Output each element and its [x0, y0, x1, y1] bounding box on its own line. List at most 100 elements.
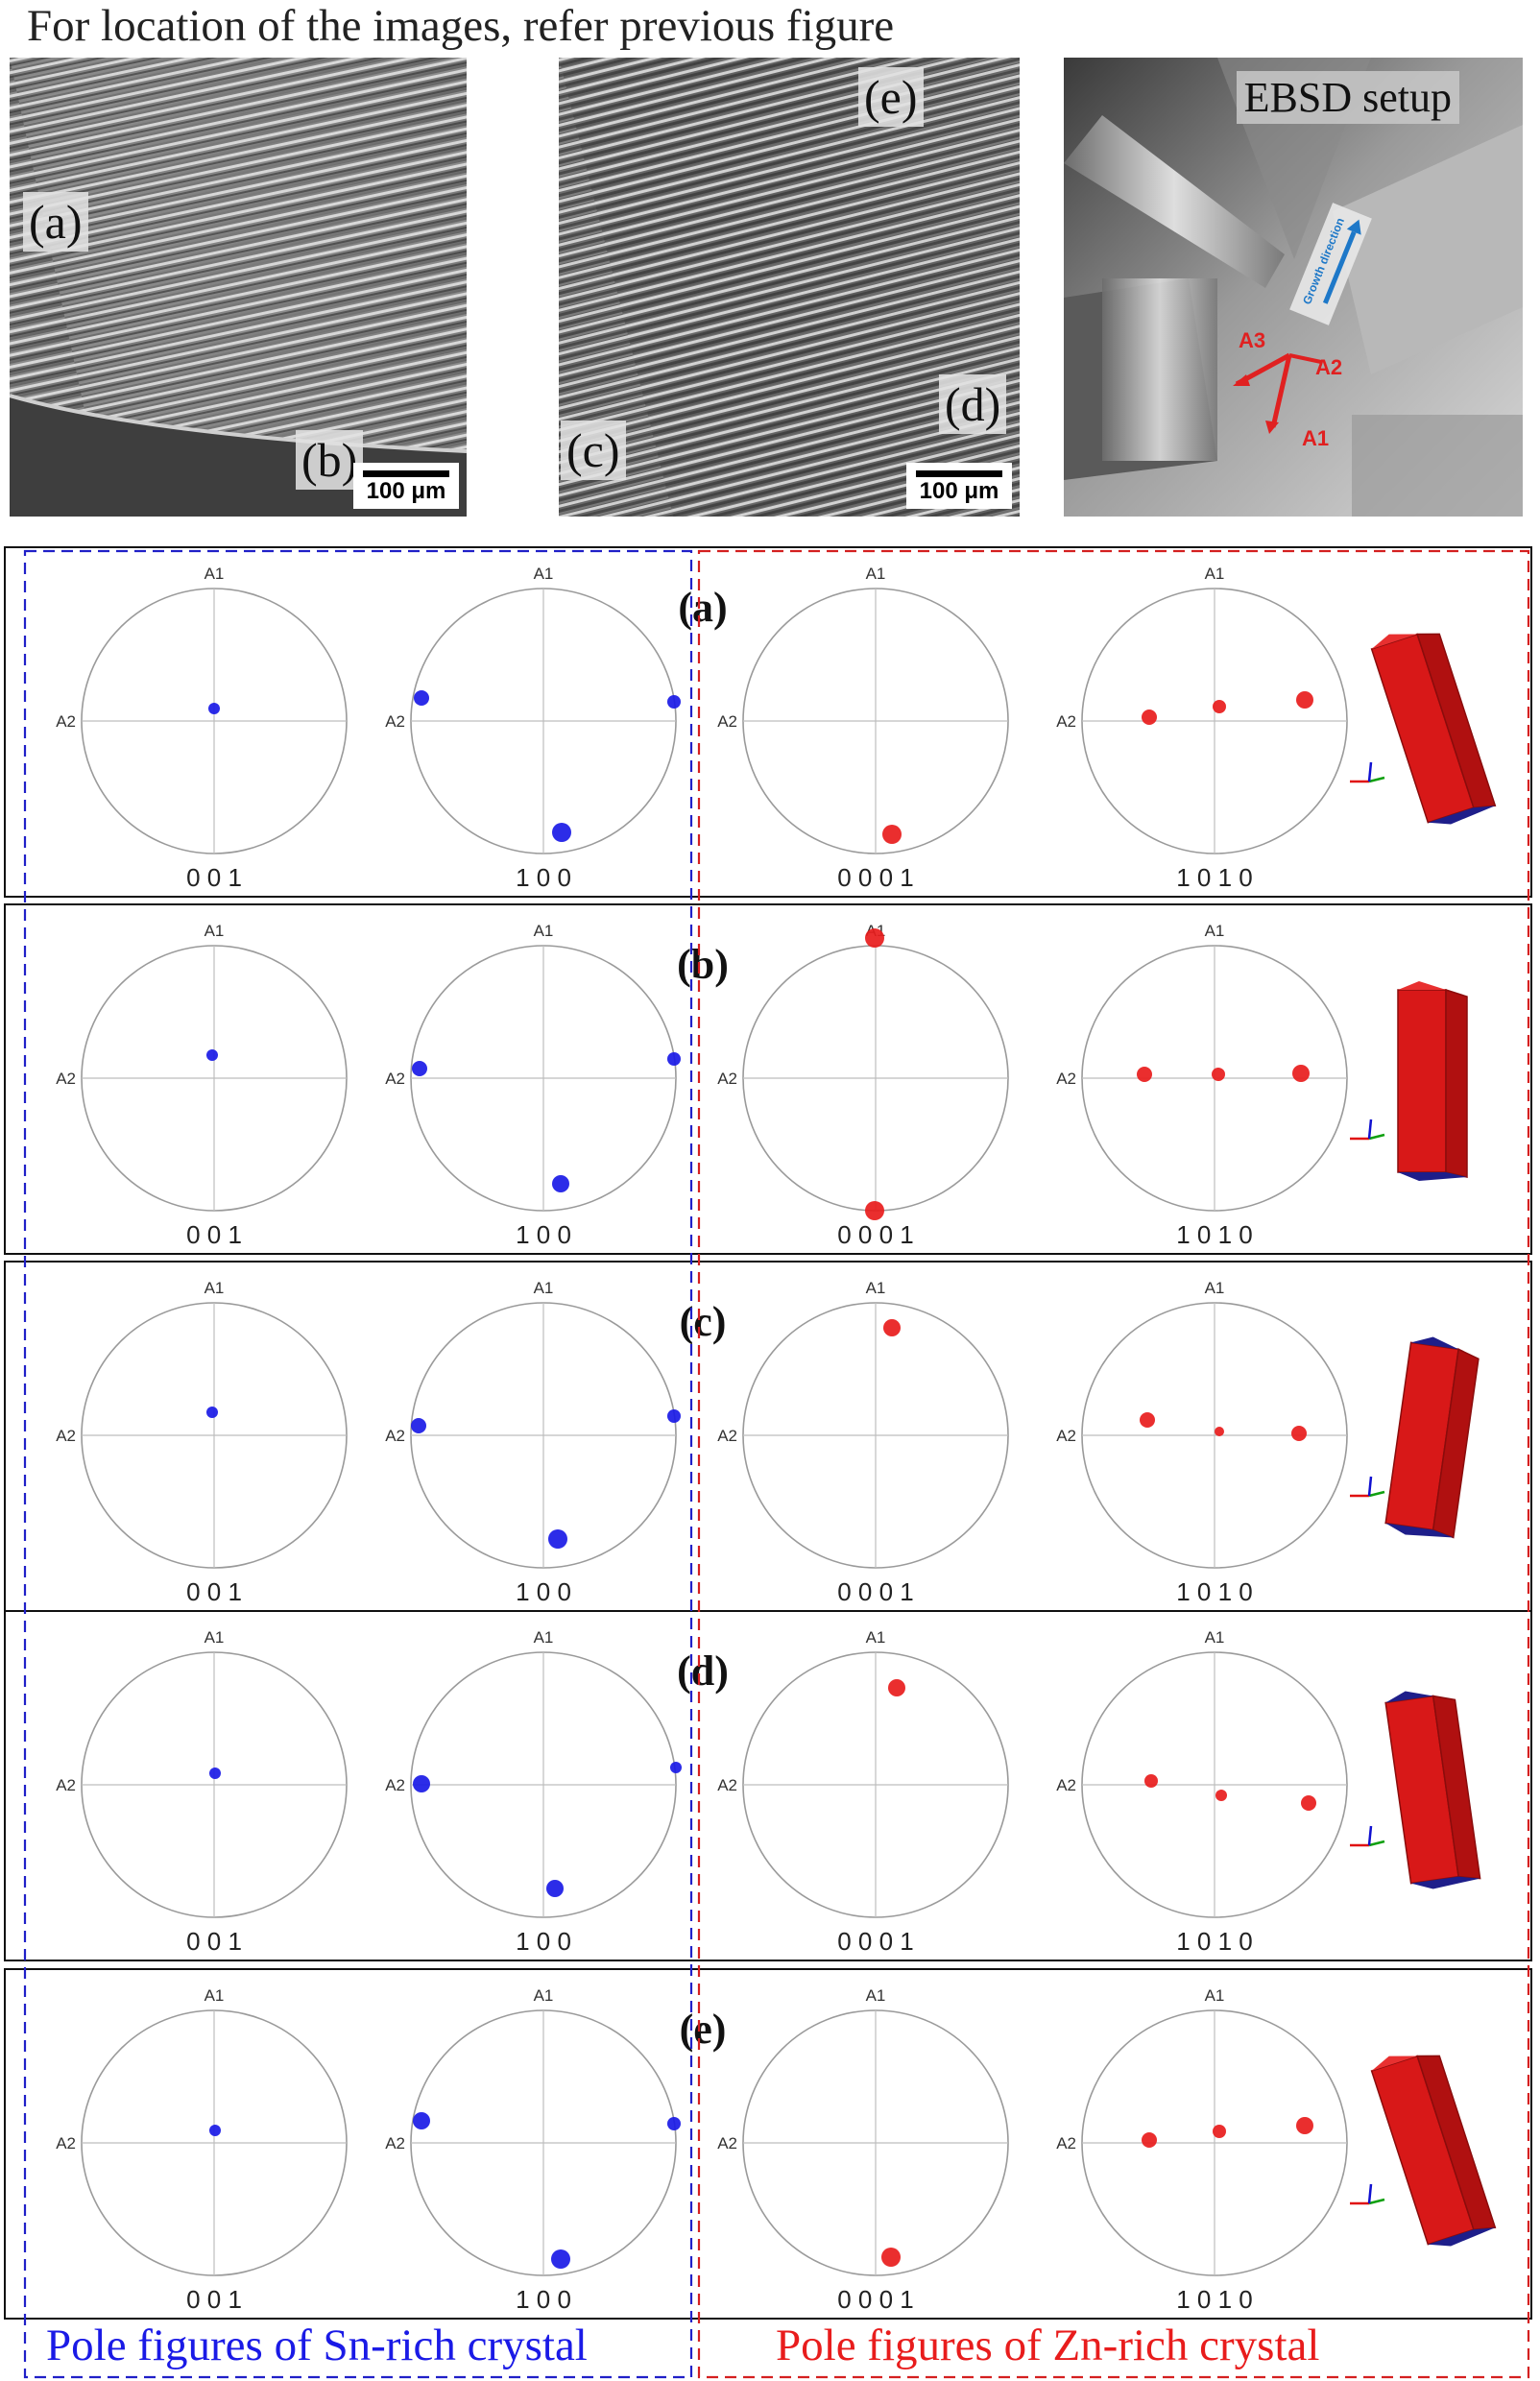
- axis-label-a1: A1: [534, 1279, 554, 1297]
- pole-figure-label: 0 0 1: [186, 1220, 242, 1249]
- pole-figure-label: 0 0 0 1: [837, 863, 914, 892]
- pole-spot: [411, 1418, 426, 1433]
- pole-figure: A1 A2 0 0 1: [56, 1279, 348, 1606]
- pole-figure: A1 A2 1 0 0: [385, 565, 681, 892]
- micrograph-label-d: (d): [939, 374, 1007, 434]
- pole-spot: [888, 1679, 905, 1696]
- sn-group-label: Pole figures of Sn-rich crystal: [46, 2321, 588, 2370]
- pole-spot: [667, 695, 681, 709]
- axis-label-a2: A2: [56, 1070, 76, 1088]
- zn-group-label: Pole figures of Zn-rich crystal: [776, 2321, 1320, 2370]
- pole-spot: [1291, 1426, 1307, 1441]
- row-label: (d): [677, 1647, 729, 1695]
- pole-spot: [206, 1049, 218, 1061]
- pole-spot: [667, 1409, 681, 1423]
- axis-label-a1: A1: [866, 565, 886, 583]
- axis-label-a1: A1: [1205, 922, 1225, 940]
- micrograph-label-e: (e): [858, 67, 924, 127]
- pole-figure-label: 0 0 0 1: [837, 1927, 914, 1956]
- crystal-prism: [1384, 1691, 1481, 1889]
- axis-label-a1: A1: [866, 1628, 886, 1647]
- axis-label-a2: A2: [385, 1776, 405, 1794]
- axis-label-a2: A2: [56, 2134, 76, 2153]
- pole-spot: [667, 1052, 681, 1066]
- pole-spot: [1142, 709, 1157, 725]
- pole-figure: A1 A2 1 0 1 0: [1056, 1279, 1348, 1606]
- pole-figure-label: 0 0 1: [186, 863, 242, 892]
- pole-spot: [413, 2112, 430, 2129]
- pole-spot: [667, 2117, 681, 2130]
- row-label: (b): [677, 941, 729, 988]
- crystal-axes-triad: [1350, 1118, 1385, 1141]
- pole-figure-label: 1 0 0: [516, 1220, 571, 1249]
- axis-a1-label: A1: [1302, 426, 1329, 450]
- axis-label-a2: A2: [56, 712, 76, 731]
- pole-figure: A1 A2 0 0 1: [56, 1628, 348, 1956]
- axis-label-a1: A1: [1205, 565, 1225, 583]
- pole-figure-label: 1 0 1 0: [1176, 1577, 1253, 1606]
- pole-spot: [552, 823, 571, 842]
- axis-label-a2: A2: [56, 1776, 76, 1794]
- axis-label-a1: A1: [205, 1628, 225, 1647]
- ebsd-setup-image: Growth direction A3 A2 A1: [1064, 58, 1523, 517]
- pole-figure-label: 1 0 1 0: [1176, 2285, 1253, 2314]
- crystal-axes-triad: [1350, 761, 1385, 783]
- axis-label-a1: A1: [866, 1279, 886, 1297]
- pole-figure-label: 0 0 0 1: [837, 1220, 914, 1249]
- pole-figure-label: 1 0 0: [516, 863, 571, 892]
- pole-spot: [881, 2248, 901, 2267]
- crystal-prism: [1397, 981, 1468, 1181]
- pole-figure: A1 A2 1 0 1 0: [1056, 1986, 1348, 2314]
- axis-label-a2: A2: [385, 1070, 405, 1088]
- axis-label-a1: A1: [205, 1986, 225, 2005]
- scale-bar-middle: 100 μm: [906, 463, 1012, 509]
- pole-figure-label: 1 0 0: [516, 1927, 571, 1956]
- pole-spot: [1292, 1065, 1310, 1082]
- pole-spot: [208, 703, 220, 714]
- axis-arrows: A3 A2 A1: [1233, 328, 1342, 450]
- pole-figure: A1 A2 0 0 0 1: [717, 1628, 1009, 1956]
- axis-label-a1: A1: [205, 565, 225, 583]
- pole-figure-row: A1 A2 0 0 1 A1 A2 1 0 0 A1 A2 0 0 0 1 A1 A2 1 0 1 0…: [4, 1968, 1532, 2320]
- crystal-axes-triad: [1350, 1476, 1385, 1498]
- pole-spot: [552, 1175, 569, 1192]
- axis-label-a1: A1: [534, 565, 554, 583]
- pole-spot: [865, 1201, 884, 1220]
- row-label: (c): [680, 1298, 727, 1345]
- axis-label-a2: A2: [56, 1427, 76, 1445]
- pole-spot: [413, 1775, 430, 1792]
- pole-figure-label: 0 0 1: [186, 2285, 242, 2314]
- axis-label-a2: A2: [717, 1427, 737, 1445]
- axis-label-a1: A1: [205, 1279, 225, 1297]
- pole-figure-row: A1 A2 0 0 1 A1 A2 1 0 0 A1 A2 0 0 0 1 A1 A2 1 0 1 0…: [4, 1610, 1532, 1961]
- scale-bar-left-text: 100 μm: [366, 478, 446, 504]
- row-label: (e): [680, 2006, 727, 2053]
- pole-spot: [551, 2249, 570, 2269]
- pole-spot: [1212, 1068, 1225, 1081]
- pole-figure-row: A1 A2 0 0 1 A1 A2 1 0 0 A1 A2 0 0 0 1 A1 A2 1 0 1 0…: [4, 1261, 1532, 1612]
- pole-figure-label: 1 0 0: [516, 1577, 571, 1606]
- pole-spot: [548, 1529, 567, 1549]
- axis-label-a2: A2: [385, 1427, 405, 1445]
- pole-figure-label: 0 0 1: [186, 1927, 242, 1956]
- axis-label-a2: A2: [717, 1776, 737, 1794]
- axis-label-a1: A1: [1205, 1986, 1225, 2005]
- pole-spot: [412, 1061, 427, 1076]
- axis-label-a2: A2: [717, 712, 737, 731]
- pole-figure: A1 A2 1 0 1 0: [1056, 565, 1348, 892]
- micrograph-left-image: [10, 58, 467, 517]
- pole-figure: A1 A2 0 0 1: [56, 922, 348, 1249]
- pole-spot: [1144, 1774, 1158, 1788]
- ebsd-setup-title: EBSD setup: [1236, 71, 1459, 124]
- pole-spot: [670, 1762, 682, 1773]
- scale-bar-middle-text: 100 μm: [919, 478, 999, 504]
- pole-spot: [1215, 1790, 1227, 1801]
- axis-a3-label: A3: [1239, 328, 1265, 352]
- pole-figure: A1 A2 1 0 0: [385, 922, 681, 1249]
